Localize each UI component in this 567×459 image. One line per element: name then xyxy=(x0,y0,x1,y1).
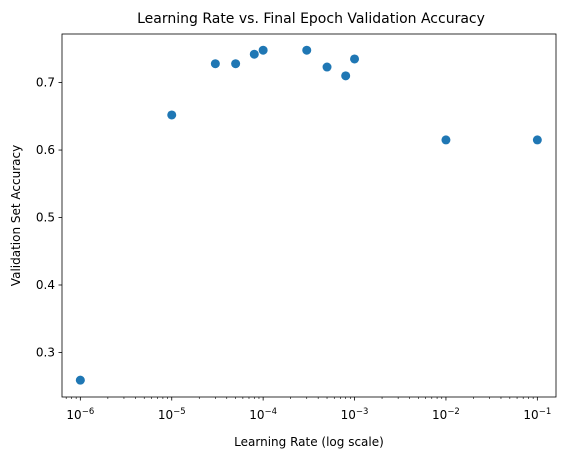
data-point xyxy=(75,375,85,385)
x-axis: 10−6 10−5 10−4 10−3 10−2 10−1 xyxy=(65,397,551,422)
data-point xyxy=(302,45,312,55)
data-point xyxy=(249,49,259,59)
data-point xyxy=(341,71,351,81)
data-points xyxy=(75,45,542,385)
data-point xyxy=(350,54,360,64)
data-point xyxy=(167,110,177,120)
data-point xyxy=(322,62,332,72)
y-axis-label: Validation Set Accuracy xyxy=(9,145,23,286)
x-tick-label: 10−2 xyxy=(432,407,460,422)
data-point xyxy=(210,59,220,69)
data-point xyxy=(532,135,542,145)
chart-title: Learning Rate vs. Final Epoch Validation… xyxy=(137,11,485,27)
y-tick-label: 0.3 xyxy=(36,345,55,359)
x-tick-label: 10−3 xyxy=(341,407,369,422)
x-axis-label: Learning Rate (log scale) xyxy=(234,435,384,449)
x-tick-label: 10−1 xyxy=(523,407,551,422)
y-tick-label: 0.4 xyxy=(36,278,55,292)
y-tick-label: 0.7 xyxy=(36,76,55,90)
data-point xyxy=(231,59,241,69)
plot-area xyxy=(61,33,557,398)
plot-frame xyxy=(61,33,557,398)
x-tick-label: 10−5 xyxy=(158,407,186,422)
y-tick-label: 0.5 xyxy=(36,211,55,225)
data-point xyxy=(258,45,268,55)
y-tick-label: 0.6 xyxy=(36,143,55,157)
data-point xyxy=(441,135,451,145)
x-tick-label: 10−4 xyxy=(249,407,277,422)
y-axis: 0.3 0.4 0.5 0.6 0.7 xyxy=(36,76,62,359)
x-tick-label: 10−6 xyxy=(66,407,94,422)
